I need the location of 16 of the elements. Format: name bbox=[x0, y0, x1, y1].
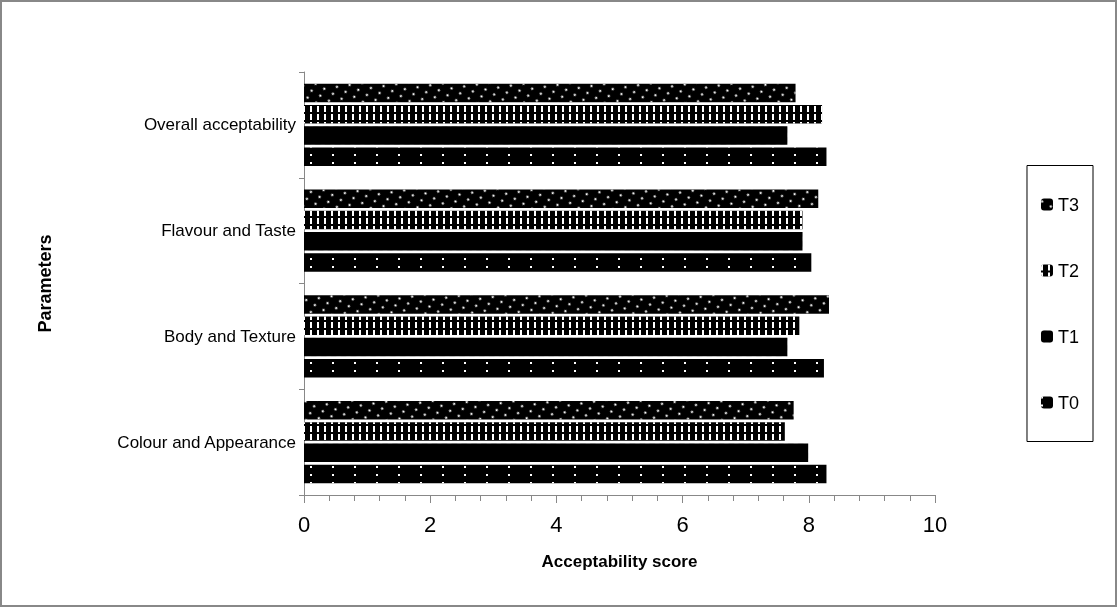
x-axis-title: Acceptability score bbox=[541, 552, 698, 571]
x-tick-label: 0 bbox=[297, 511, 311, 537]
x-tick-label: 2 bbox=[424, 511, 437, 537]
y-tick-label: Overall acceptability bbox=[143, 115, 297, 135]
legend-label: T1 bbox=[1057, 326, 1080, 347]
y-tick-label: Colour and Appearance bbox=[117, 432, 296, 452]
legend-label: T3 bbox=[1057, 194, 1080, 215]
x-tick-label: 4 bbox=[550, 511, 563, 537]
legend-label: T0 bbox=[1057, 392, 1080, 413]
x-tick-label: 10 bbox=[922, 511, 948, 537]
y-axis-title: Parameters bbox=[35, 234, 55, 333]
y-tick-label: Flavour and Taste bbox=[161, 221, 296, 241]
x-tick-label: 6 bbox=[676, 511, 689, 537]
x-tick-label: 8 bbox=[802, 511, 815, 537]
y-tick-label: Body and Texture bbox=[164, 326, 296, 346]
legend-label: T2 bbox=[1057, 260, 1080, 281]
